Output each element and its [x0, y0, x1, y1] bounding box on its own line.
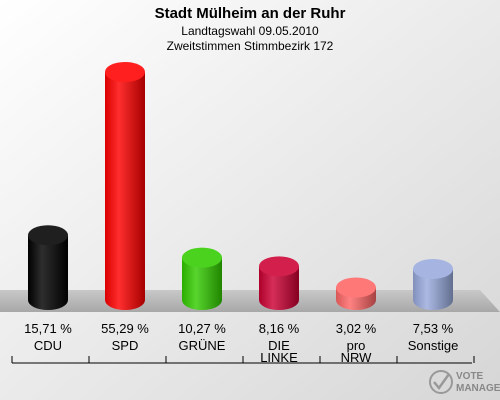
category-label-4-line-1: NRW [341, 350, 373, 365]
logo-text-vote: VOTE [456, 371, 484, 382]
category-axis [11, 356, 475, 364]
value-label-4: 3,02 % [336, 321, 377, 336]
bar-top-4 [336, 277, 376, 298]
logo-emblem-icon [429, 370, 453, 394]
bar-top-2 [182, 247, 222, 268]
bar-top-0 [28, 225, 68, 246]
value-label-0: 15,71 % [24, 321, 72, 336]
checkmark-icon [433, 373, 451, 391]
logo-text-manager: MANAGER [456, 383, 500, 394]
bar-4 [336, 277, 376, 310]
category-label-0-line-0: CDU [34, 338, 62, 353]
chart-title: Stadt Mülheim an der Ruhr [155, 5, 346, 22]
value-label-3: 8,16 % [259, 321, 300, 336]
chart-subtitle-district: Zweitstimmen Stimmbezirk 172 [167, 39, 334, 53]
bar-body-2 [182, 257, 222, 310]
bar-3 [259, 256, 299, 310]
bar-body-0 [28, 235, 68, 310]
bar-body-5 [413, 268, 453, 310]
category-label-4-line-0: pro [347, 338, 366, 353]
bar-2 [182, 247, 222, 310]
category-label-2-line-0: GRÜNE [179, 338, 226, 353]
category-label-3-line-0: DIE [268, 338, 290, 353]
vote-manager-logo: VOTE MANAGER [429, 370, 500, 394]
value-label-2: 10,27 % [178, 321, 226, 336]
bar-body-3 [259, 266, 299, 310]
bar-5 [413, 258, 453, 310]
bar-0 [28, 225, 68, 310]
chart-subtitle-date: Landtagswahl 09.05.2010 [181, 24, 319, 38]
value-labels-group: 15,71 % 55,29 % 10,27 % 8,16 % 3,02 % 7,53 % [24, 321, 454, 336]
category-label-3-line-1: LINKE [260, 350, 298, 365]
category-label-1-line-0: SPD [112, 338, 139, 353]
bar-top-5 [413, 258, 453, 279]
value-label-5: 7,53 % [413, 321, 454, 336]
category-label-5-line-0: Sonstige [408, 338, 459, 353]
bar-top-3 [259, 256, 299, 277]
bars-group [28, 62, 453, 310]
bar-top-1 [105, 62, 145, 82]
bar-body-1 [105, 72, 145, 310]
value-label-1: 55,29 % [101, 321, 149, 336]
bar-1 [105, 62, 145, 310]
